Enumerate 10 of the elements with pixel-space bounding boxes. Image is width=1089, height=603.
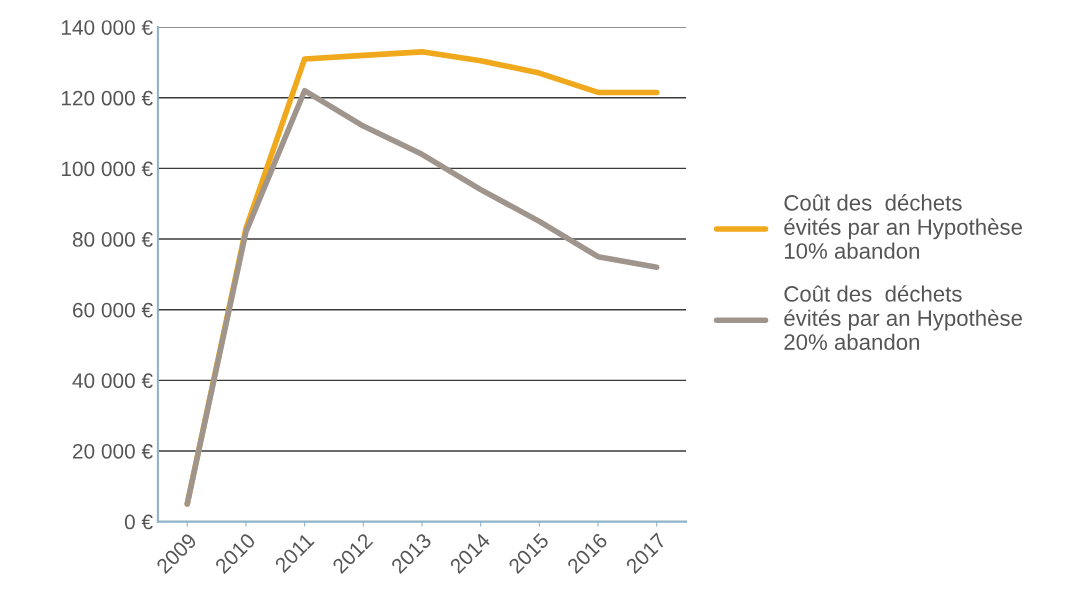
y-tick-label: 120 000 € (61, 90, 153, 106)
y-tick-label: 20 000 € (73, 443, 153, 459)
y-tick-label: 40 000 € (72, 373, 153, 389)
y-tick-label: 80 000 € (72, 232, 153, 247)
y-tick-label: 100 000 € (61, 161, 153, 177)
legend-label: Coût des déchets évités par an Hypothèse 20% abandon (784, 285, 1022, 350)
y-tick-label: 0 € (124, 514, 153, 530)
legend-label: Coût des déchets évités par an Hypothèse 10% abandon (784, 194, 1022, 259)
y-tick-label: 60 000 € (73, 302, 153, 318)
y-tick-label: 140 000 € (61, 20, 153, 35)
